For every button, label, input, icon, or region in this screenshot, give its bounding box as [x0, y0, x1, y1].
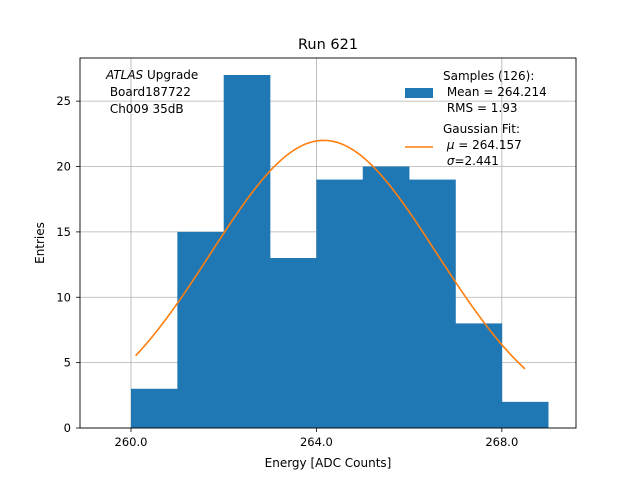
legend-samples-swatch: [405, 88, 433, 98]
histogram-bar: [409, 179, 456, 428]
histogram-bar: [177, 231, 225, 428]
x-axis-label: Energy [ADC Counts]: [265, 456, 392, 470]
y-tick-label: 20: [56, 160, 71, 174]
chart-title: Run 621: [298, 37, 358, 53]
histogram-bar: [270, 258, 317, 428]
histogram-bar: [362, 166, 410, 428]
y-axis-ticks: 0 5 10 15 20 25: [56, 94, 80, 435]
legend-samples-text: Samples (126):: [443, 69, 534, 83]
legend-fit-text: σ=2.441: [443, 154, 499, 168]
x-axis-ticks: 260.0 264.0 268.0: [115, 428, 518, 449]
histogram-bar: [501, 401, 549, 428]
annotation-line: ATLAS Upgrade: [105, 68, 198, 82]
annotation-line: Ch009 35dB: [106, 102, 184, 116]
histogram-bars: [130, 74, 549, 429]
gaussian-fit-curve: [135, 139, 526, 370]
run-info-annotation: ATLAS Upgrade Board187722 Ch009 35dB: [105, 68, 198, 116]
x-tick-label: 260.0: [115, 435, 148, 449]
y-tick-label: 10: [56, 290, 71, 304]
histogram-bar: [130, 388, 178, 428]
y-axis-label: Entries: [33, 222, 47, 264]
y-tick-label: 5: [64, 356, 71, 370]
histogram-bar: [455, 323, 503, 428]
legend-fit-text: Gaussian Fit:: [443, 122, 520, 136]
legend-samples-text: RMS = 1.93: [443, 101, 518, 115]
x-tick-label: 264.0: [300, 435, 333, 449]
legend-samples-text: Mean = 264.214: [443, 85, 547, 99]
histogram-bar: [223, 74, 271, 429]
histogram-bar: [316, 179, 364, 428]
annotation-line: Board187722: [106, 85, 191, 99]
x-tick-label: 268.0: [485, 435, 518, 449]
plot-frame: [79, 57, 577, 429]
y-tick-label: 15: [56, 225, 71, 239]
y-tick-label: 25: [56, 94, 71, 108]
legend-fit-text: μ = 264.157: [443, 138, 522, 152]
legend: Samples (126): Mean = 264.214 RMS = 1.93…: [405, 69, 547, 168]
y-tick-label: 0: [64, 421, 71, 435]
